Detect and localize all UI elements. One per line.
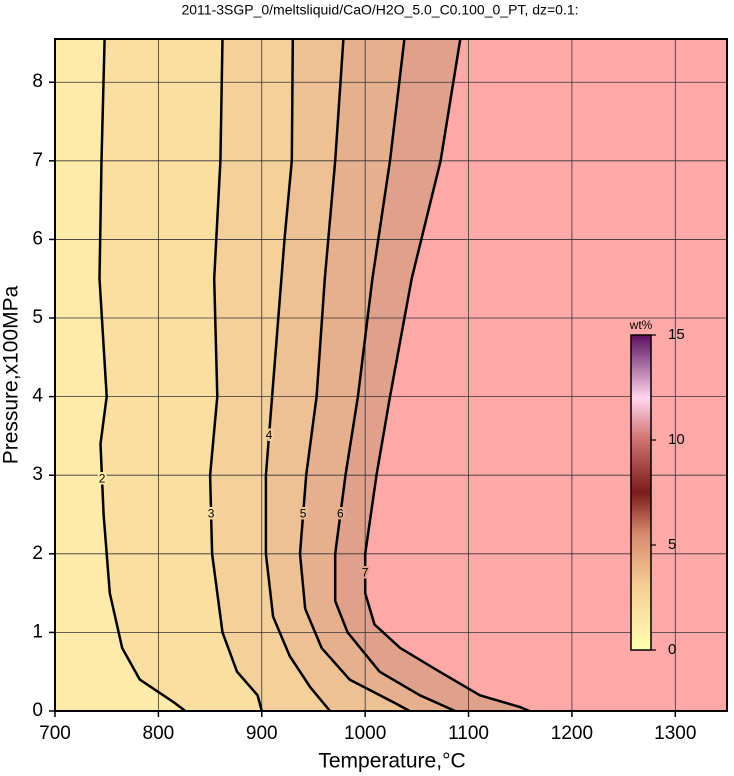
colorbar-label: wt% <box>629 318 653 332</box>
contour-label: 7 <box>362 566 369 580</box>
colorbar-tick-label: 0 <box>668 641 676 658</box>
y-tick-label: 8 <box>32 71 43 92</box>
y-tick-label: 6 <box>32 228 43 249</box>
chart-title: 2011-3SGP_0/meltsliquid/CaO/H2O_5.0_C0.1… <box>181 2 578 18</box>
x-tick-label: 1100 <box>448 723 489 744</box>
x-tick-label: 700 <box>39 723 71 744</box>
colorbar-tick-label: 10 <box>668 431 685 448</box>
colorbar-tick-label: 5 <box>668 536 676 553</box>
contour-line <box>208 38 264 712</box>
y-tick-label: 0 <box>32 700 43 721</box>
contour-label: 6 <box>337 507 344 521</box>
contour-label: 5 <box>300 507 307 521</box>
x-axis-label: Temperature,°C <box>318 750 465 773</box>
contour-line <box>298 38 411 713</box>
x-tick-label: 1000 <box>344 723 386 744</box>
plot-frame <box>54 38 728 712</box>
contour-line <box>264 38 331 712</box>
contour-line <box>363 38 530 713</box>
y-axis-label: Pressure,x100MPa <box>0 285 23 464</box>
y-tick-label: 2 <box>32 543 43 564</box>
x-tick-label: 800 <box>143 723 175 744</box>
contour-label: 2 <box>99 471 106 485</box>
y-tick-label: 3 <box>32 464 43 485</box>
y-tick-label: 7 <box>32 150 43 171</box>
x-tick-label: 900 <box>246 723 278 744</box>
colorbar <box>630 334 652 651</box>
contour-line <box>333 38 456 713</box>
colorbar-tick-label: 15 <box>668 326 685 343</box>
contour-label: 4 <box>266 428 273 442</box>
x-tick-label: 1300 <box>654 723 696 744</box>
contour-line <box>98 38 187 712</box>
contour-label: 3 <box>208 507 215 521</box>
x-tick-label: 1200 <box>551 723 593 744</box>
y-tick-label: 4 <box>32 386 43 407</box>
y-tick-label: 1 <box>32 621 43 642</box>
y-tick-label: 5 <box>32 307 43 328</box>
